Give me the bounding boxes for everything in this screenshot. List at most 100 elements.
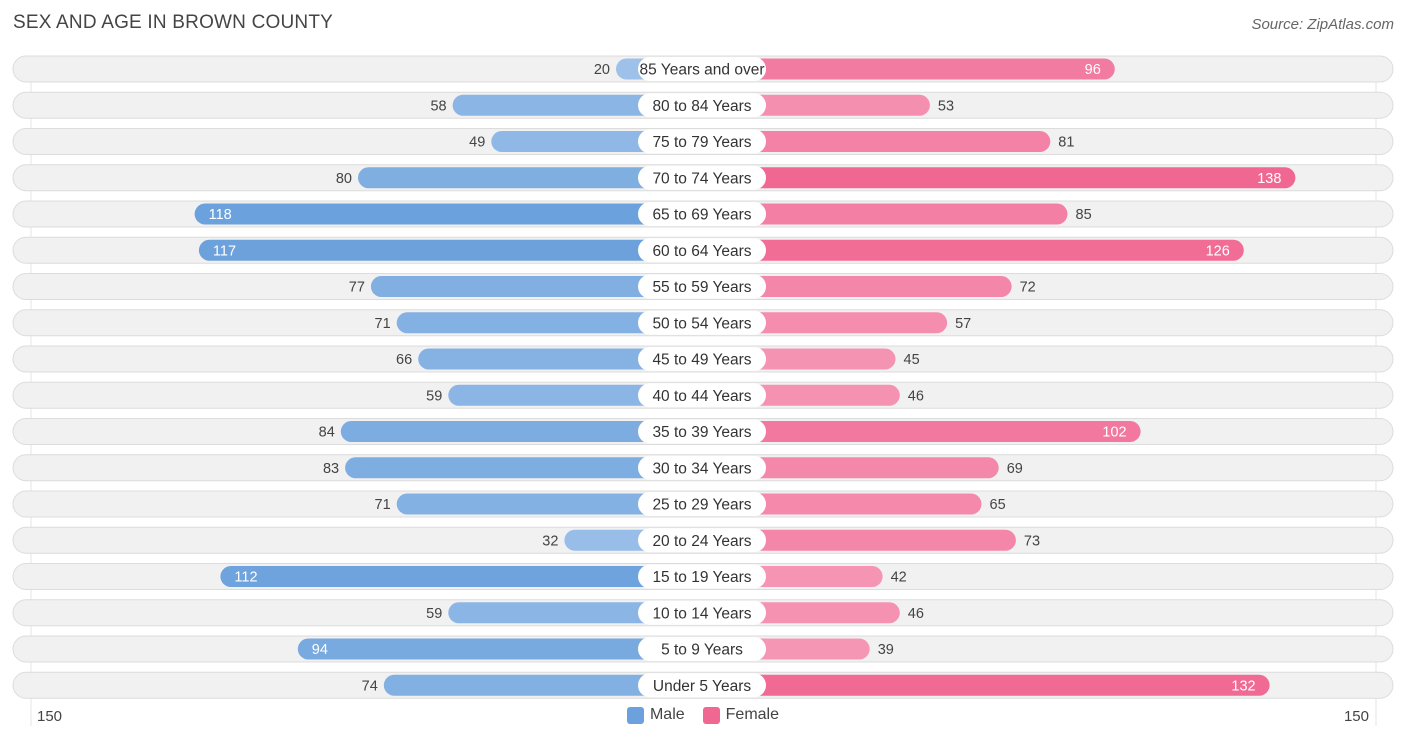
category-label: 5 to 9 Years xyxy=(661,642,743,659)
legend: Male Female xyxy=(0,706,1406,724)
male-bar xyxy=(370,276,713,297)
row-4: 65 to 69 Years 118 85 xyxy=(12,200,1394,228)
category-label: 55 to 59 Years xyxy=(652,279,751,296)
female-value-label: 81 xyxy=(1058,135,1074,151)
row-16: 5 to 9 Years 94 39 xyxy=(12,635,1394,663)
row-17: Under 5 Years 74 132 xyxy=(12,671,1394,699)
male-value-label: 32 xyxy=(542,533,558,549)
male-value-label: 117 xyxy=(213,243,236,259)
row-0: 85 Years and over 20 96 xyxy=(12,55,1394,83)
category-label: Under 5 Years xyxy=(653,678,751,695)
category-label-bg xyxy=(638,673,766,698)
category-label: 85 Years and over xyxy=(640,62,765,79)
male-bar xyxy=(383,674,713,696)
female-value-label: 138 xyxy=(1257,171,1281,187)
category-label-bg xyxy=(638,347,766,371)
female-value-label: 132 xyxy=(1231,678,1255,694)
female-value-label: 46 xyxy=(908,388,924,404)
category-label-bg xyxy=(638,238,766,263)
category-label-bg xyxy=(638,202,766,226)
male-bar xyxy=(345,457,713,479)
category-label-bg xyxy=(638,492,766,516)
legend-label-female: Female xyxy=(725,706,780,723)
female-bar xyxy=(691,276,1012,297)
male-value-label: 49 xyxy=(469,135,485,151)
category-label: 65 to 69 Years xyxy=(652,207,751,224)
row-5: 60 to 64 Years 117 126 xyxy=(12,236,1394,264)
row-14: 15 to 19 Years 112 42 xyxy=(12,563,1394,590)
row-6: 55 to 59 Years 77 72 xyxy=(12,273,1394,300)
axis-left-label: 150 xyxy=(37,708,63,725)
category-label: 15 to 19 Years xyxy=(652,569,751,586)
legend-item-female[interactable]: Female xyxy=(702,706,780,724)
female-value-label: 96 xyxy=(1085,62,1101,78)
category-label-bg xyxy=(638,274,766,299)
male-value-label: 71 xyxy=(375,497,391,513)
row-13: 20 to 24 Years 32 73 xyxy=(12,526,1394,554)
female-bar xyxy=(691,167,1296,189)
legend-label-male: Male xyxy=(649,706,685,723)
male-value-label: 71 xyxy=(375,316,391,332)
female-value-label: 126 xyxy=(1206,243,1230,259)
male-value-label: 59 xyxy=(426,388,442,404)
male-bar xyxy=(340,421,713,442)
category-label: 20 to 24 Years xyxy=(652,533,751,550)
row-15: 10 to 14 Years 59 46 xyxy=(12,599,1394,627)
category-label-bg xyxy=(638,165,766,190)
female-value-label: 57 xyxy=(955,316,971,332)
category-label-bg xyxy=(638,600,766,625)
category-label: 30 to 34 Years xyxy=(652,460,751,477)
male-value-label: 74 xyxy=(362,678,378,694)
male-bar xyxy=(396,312,713,334)
male-bar xyxy=(198,239,713,261)
female-bar xyxy=(691,421,1141,442)
female-bar xyxy=(691,131,1051,152)
row-8: 45 to 49 Years 66 45 xyxy=(12,345,1394,373)
female-value-label: 53 xyxy=(938,98,954,114)
male-bar xyxy=(220,566,713,587)
category-label: 60 to 64 Years xyxy=(652,243,751,260)
row-11: 30 to 34 Years 83 69 xyxy=(12,454,1394,482)
male-bar xyxy=(396,493,713,515)
male-value-label: 94 xyxy=(312,642,328,658)
male-value-label: 80 xyxy=(336,171,352,187)
female-bar xyxy=(691,457,999,479)
female-bar xyxy=(691,529,1016,551)
legend-item-male[interactable]: Male xyxy=(626,706,685,724)
category-label-bg xyxy=(638,57,766,81)
category-label-bg xyxy=(638,455,766,480)
legend-swatch-male xyxy=(626,706,644,724)
male-value-label: 77 xyxy=(349,280,365,296)
male-bar xyxy=(418,348,713,370)
row-9: 40 to 44 Years 59 46 xyxy=(12,381,1394,409)
male-value-label: 83 xyxy=(323,461,339,477)
row-1: 80 to 84 Years 58 53 xyxy=(12,91,1394,119)
row-2: 75 to 79 Years 49 81 xyxy=(12,128,1394,155)
category-label-bg xyxy=(638,564,766,589)
category-label: 50 to 54 Years xyxy=(652,315,751,332)
male-bar xyxy=(194,203,713,225)
legend-swatch-female xyxy=(702,706,720,724)
male-value-label: 84 xyxy=(319,425,335,441)
female-value-label: 42 xyxy=(891,570,907,586)
female-bar xyxy=(691,239,1244,261)
row-7: 50 to 54 Years 71 57 xyxy=(12,309,1394,337)
male-bar xyxy=(297,638,713,660)
female-bar xyxy=(691,203,1068,225)
female-value-label: 72 xyxy=(1020,280,1036,296)
category-label-bg xyxy=(638,310,766,335)
axis-right-label: 150 xyxy=(1343,708,1369,725)
row-3: 70 to 74 Years 80 138 xyxy=(12,164,1394,192)
female-value-label: 39 xyxy=(878,642,894,658)
row-10: 35 to 39 Years 84 102 xyxy=(12,418,1394,445)
category-label-bg xyxy=(638,383,766,408)
category-label-bg xyxy=(638,93,766,118)
category-label: 45 to 49 Years xyxy=(652,352,751,369)
category-label-bg xyxy=(638,528,766,553)
male-value-label: 112 xyxy=(234,570,257,586)
category-label: 10 to 14 Years xyxy=(652,605,751,622)
female-value-label: 46 xyxy=(908,606,924,622)
female-bar xyxy=(691,58,1115,80)
female-value-label: 65 xyxy=(990,497,1006,513)
